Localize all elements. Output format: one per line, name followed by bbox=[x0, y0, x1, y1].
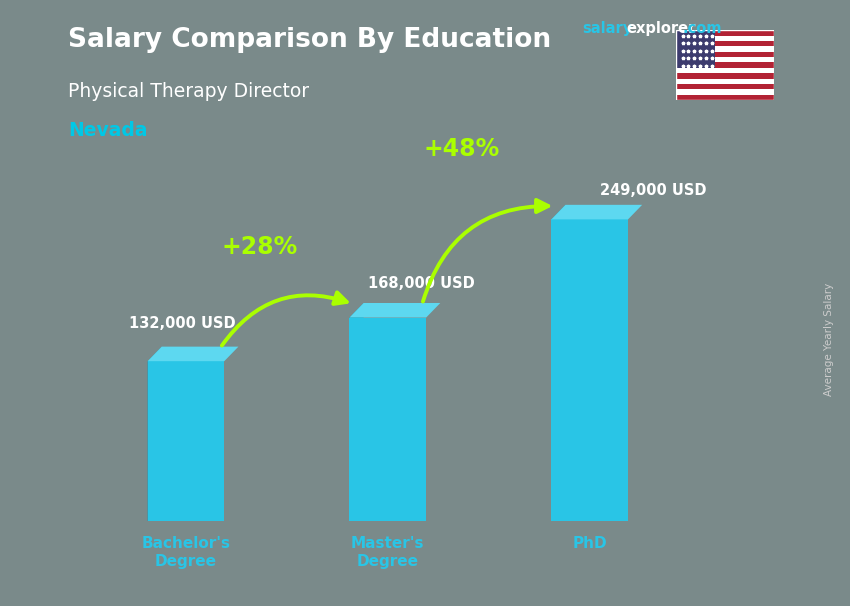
Bar bbox=[676, 84, 774, 89]
Text: salary: salary bbox=[582, 21, 632, 36]
Bar bbox=[676, 68, 774, 73]
Polygon shape bbox=[148, 347, 238, 361]
Text: PhD: PhD bbox=[572, 536, 607, 551]
Text: Bachelor's
Degree: Bachelor's Degree bbox=[141, 536, 230, 568]
Bar bbox=[676, 47, 774, 52]
Bar bbox=[552, 219, 628, 521]
Bar bbox=[676, 52, 774, 57]
Polygon shape bbox=[349, 303, 440, 318]
Bar bbox=[676, 89, 774, 95]
Polygon shape bbox=[552, 205, 565, 521]
Bar bbox=[676, 73, 774, 79]
Text: Physical Therapy Director: Physical Therapy Director bbox=[68, 82, 309, 101]
Text: .com: .com bbox=[683, 21, 722, 36]
Bar bbox=[676, 30, 715, 68]
Text: Master's
Degree: Master's Degree bbox=[351, 536, 424, 568]
Bar bbox=[676, 79, 774, 84]
Text: Average Yearly Salary: Average Yearly Salary bbox=[824, 283, 834, 396]
Text: Salary Comparison By Education: Salary Comparison By Education bbox=[68, 27, 551, 53]
Text: explorer: explorer bbox=[626, 21, 696, 36]
Text: 249,000 USD: 249,000 USD bbox=[600, 182, 706, 198]
Text: 168,000 USD: 168,000 USD bbox=[367, 276, 474, 291]
Bar bbox=[676, 41, 774, 47]
Polygon shape bbox=[552, 205, 642, 219]
Text: 132,000 USD: 132,000 USD bbox=[129, 316, 236, 331]
Bar bbox=[148, 361, 224, 521]
Polygon shape bbox=[148, 347, 162, 521]
Text: Nevada: Nevada bbox=[68, 121, 148, 140]
Bar bbox=[676, 62, 774, 68]
Bar bbox=[676, 95, 774, 100]
Bar bbox=[676, 36, 774, 41]
Text: +28%: +28% bbox=[222, 235, 298, 259]
Bar bbox=[676, 30, 774, 36]
Text: +48%: +48% bbox=[423, 137, 500, 161]
Bar bbox=[349, 318, 426, 521]
Polygon shape bbox=[349, 303, 364, 521]
Bar bbox=[676, 57, 774, 62]
